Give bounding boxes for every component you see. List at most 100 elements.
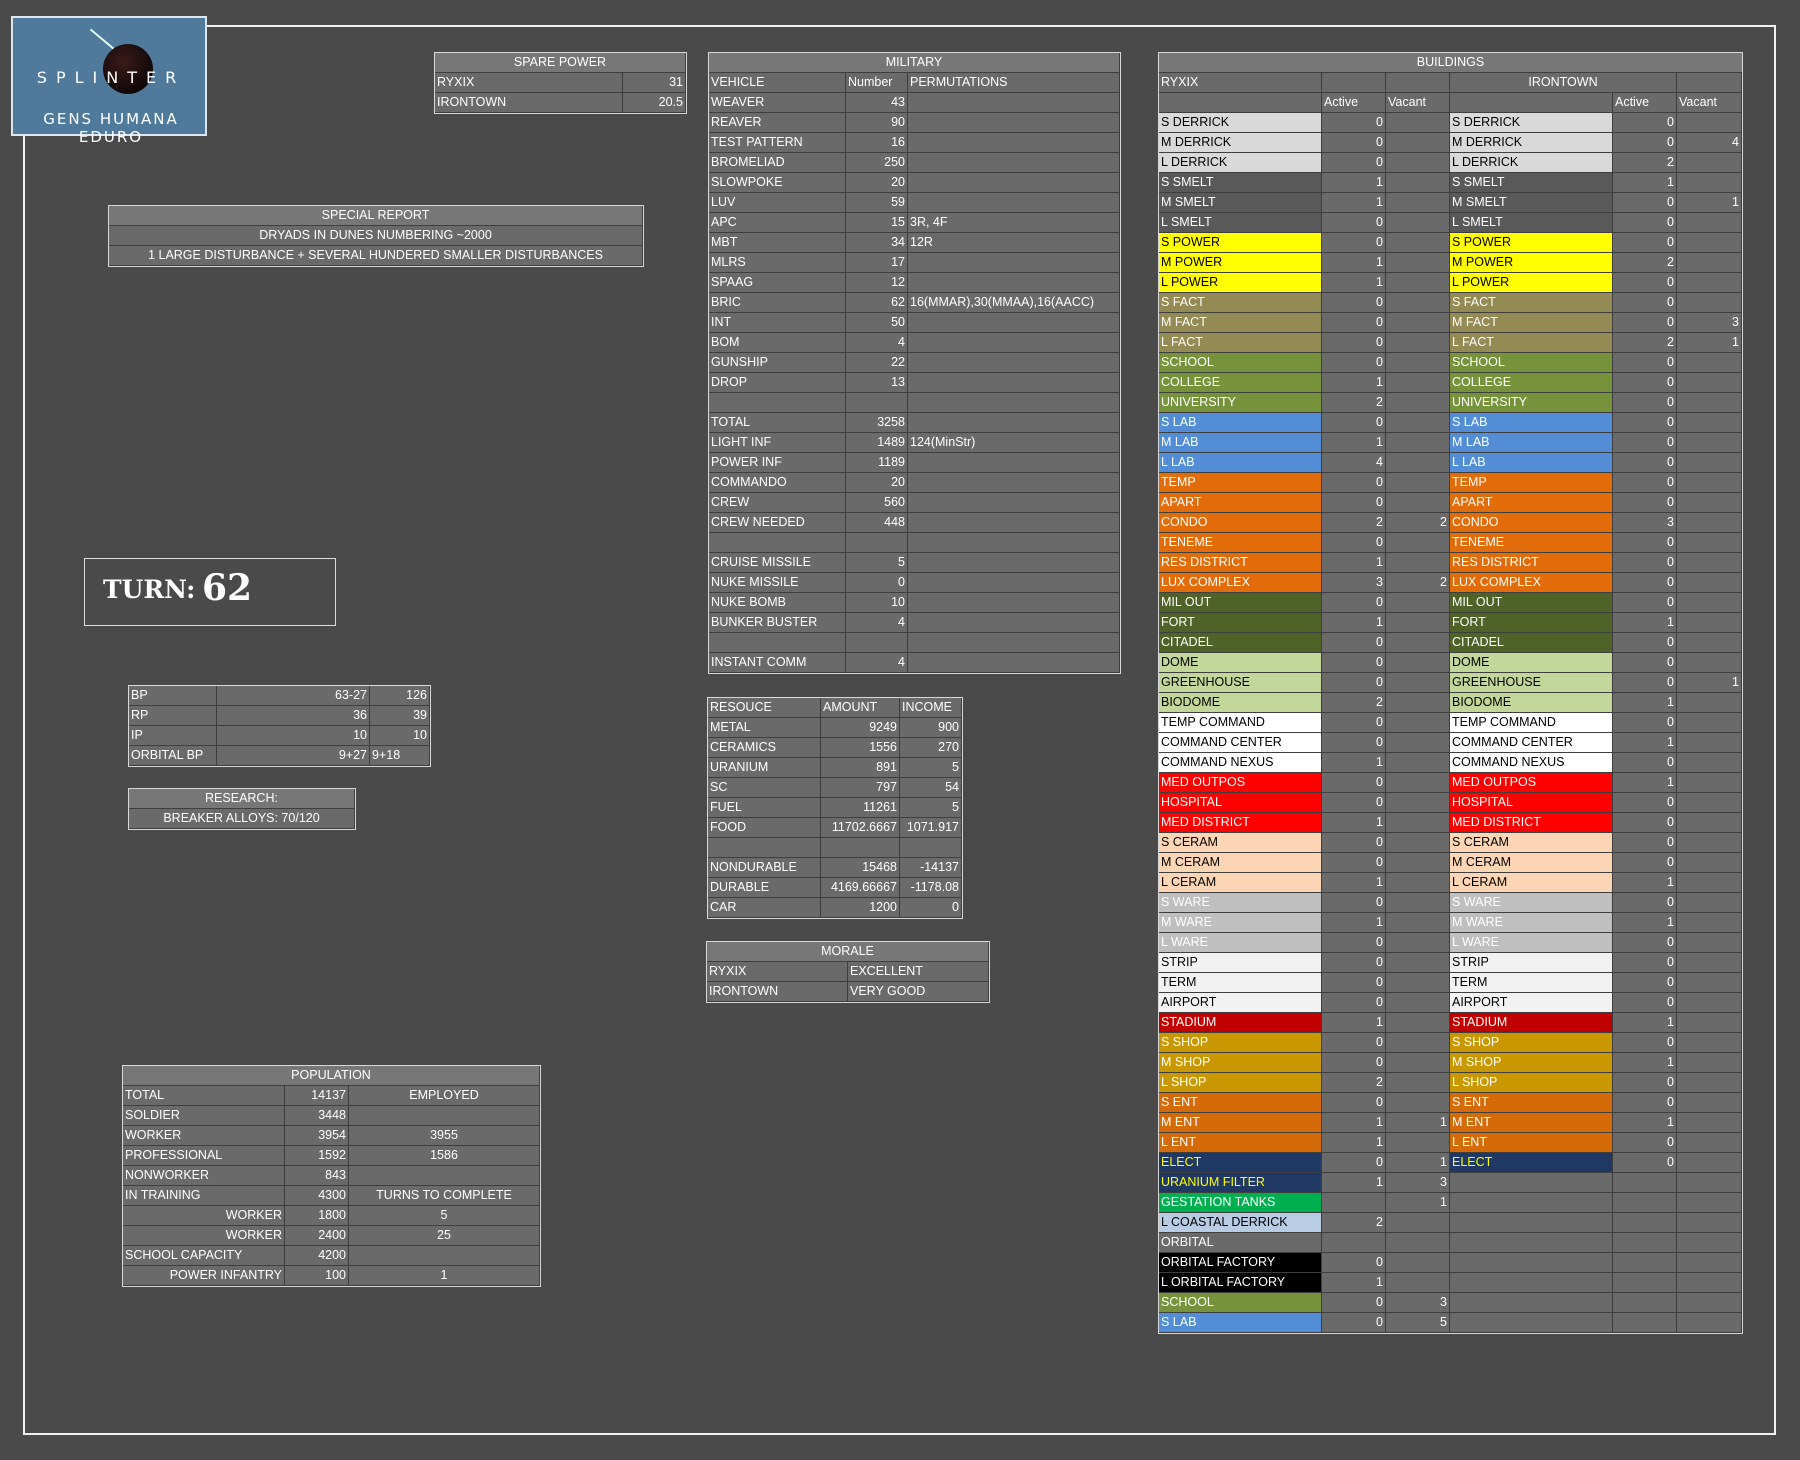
building-vacant-b[interactable] (1677, 373, 1742, 393)
military-vehicle-cell[interactable]: BOM (709, 333, 846, 353)
population-count-cell[interactable]: 3954 (285, 1126, 349, 1146)
population-label-cell[interactable]: PROFESSIONAL (123, 1146, 285, 1166)
military-permutation-cell[interactable] (908, 573, 1120, 593)
building-name-a[interactable]: M CERAM (1159, 853, 1322, 873)
building-active-a[interactable]: 0 (1322, 993, 1386, 1013)
building-active-b[interactable]: 0 (1613, 293, 1677, 313)
building-vacant-a[interactable]: 1 (1386, 1113, 1450, 1133)
building-vacant-a[interactable] (1386, 333, 1450, 353)
military-permutation-cell[interactable] (908, 133, 1120, 153)
building-active-a[interactable]: 2 (1322, 513, 1386, 533)
resource-income-cell[interactable]: 900 (900, 718, 962, 738)
building-vacant-b[interactable] (1677, 613, 1742, 633)
building-vacant-a[interactable] (1386, 813, 1450, 833)
building-active-b[interactable]: 0 (1613, 673, 1677, 693)
building-name-b[interactable]: S ENT (1450, 1093, 1613, 1113)
military-number-cell[interactable]: 22 (846, 353, 908, 373)
building-active-a[interactable]: 1 (1322, 273, 1386, 293)
building-vacant-a[interactable] (1386, 553, 1450, 573)
building-vacant-b[interactable] (1677, 393, 1742, 413)
building-vacant-b[interactable] (1677, 913, 1742, 933)
building-name-a[interactable]: L POWER (1159, 273, 1322, 293)
population-label-cell[interactable]: POWER INFANTRY (123, 1266, 285, 1286)
building-name-a[interactable]: L FACT (1159, 333, 1322, 353)
building-active-b[interactable]: 0 (1613, 813, 1677, 833)
building-vacant-a[interactable] (1386, 153, 1450, 173)
building-name-a[interactable]: M SMELT (1159, 193, 1322, 213)
military-vehicle-cell[interactable]: NUKE MISSILE (709, 573, 846, 593)
military-number-cell[interactable]: 43 (846, 93, 908, 113)
building-vacant-a[interactable] (1386, 473, 1450, 493)
building-name-b[interactable] (1450, 1173, 1613, 1193)
building-active-b[interactable]: 1 (1613, 693, 1677, 713)
building-vacant-b[interactable] (1677, 1273, 1742, 1293)
building-name-b[interactable]: M CERAM (1450, 853, 1613, 873)
building-name-b[interactable]: S CERAM (1450, 833, 1613, 853)
population-detail-cell[interactable]: EMPLOYED (349, 1086, 540, 1106)
population-count-cell[interactable]: 3448 (285, 1106, 349, 1126)
population-label-cell[interactable]: NONWORKER (123, 1166, 285, 1186)
building-vacant-b[interactable] (1677, 813, 1742, 833)
building-active-b[interactable] (1613, 1233, 1677, 1253)
building-active-a[interactable]: 1 (1322, 1013, 1386, 1033)
points-label[interactable]: RP (129, 706, 217, 726)
military-vehicle-cell[interactable]: NUKE BOMB (709, 593, 846, 613)
building-vacant-b[interactable] (1677, 633, 1742, 653)
building-name-a[interactable]: L LAB (1159, 453, 1322, 473)
building-name-b[interactable]: S SMELT (1450, 173, 1613, 193)
building-vacant-a[interactable] (1386, 733, 1450, 753)
building-name-a[interactable]: TEMP COMMAND (1159, 713, 1322, 733)
building-active-b[interactable]: 0 (1613, 793, 1677, 813)
building-active-b[interactable]: 1 (1613, 773, 1677, 793)
population-detail-cell[interactable]: 1 (349, 1266, 540, 1286)
building-name-a[interactable]: ORBITAL FACTORY (1159, 1253, 1322, 1273)
building-vacant-a[interactable] (1386, 1233, 1450, 1253)
building-vacant-b[interactable] (1677, 1153, 1742, 1173)
building-name-a[interactable]: STRIP (1159, 953, 1322, 973)
building-active-b[interactable] (1613, 1253, 1677, 1273)
building-name-b[interactable] (1450, 1293, 1613, 1313)
building-active-b[interactable]: 0 (1613, 453, 1677, 473)
building-active-a[interactable]: 1 (1322, 553, 1386, 573)
building-name-b[interactable]: GREENHOUSE (1450, 673, 1613, 693)
building-name-b[interactable]: TERM (1450, 973, 1613, 993)
building-vacant-b[interactable] (1677, 1233, 1742, 1253)
building-vacant-b[interactable] (1677, 693, 1742, 713)
resource-name-cell[interactable]: FUEL (708, 798, 821, 818)
building-vacant-b[interactable] (1677, 753, 1742, 773)
population-count-cell[interactable]: 100 (285, 1266, 349, 1286)
building-active-b[interactable] (1613, 1273, 1677, 1293)
building-active-a[interactable]: 0 (1322, 1313, 1386, 1333)
building-name-a[interactable]: L DERRICK (1159, 153, 1322, 173)
resource-amount-cell[interactable]: 15468 (821, 858, 900, 878)
military-permutation-cell[interactable] (908, 653, 1120, 673)
building-vacant-b[interactable] (1677, 1133, 1742, 1153)
building-active-a[interactable]: 1 (1322, 1133, 1386, 1153)
building-vacant-b[interactable] (1677, 1033, 1742, 1053)
building-name-b[interactable]: S LAB (1450, 413, 1613, 433)
building-vacant-a[interactable] (1386, 1273, 1450, 1293)
population-detail-cell[interactable]: 1586 (349, 1146, 540, 1166)
building-active-a[interactable]: 0 (1322, 1053, 1386, 1073)
military-number-cell[interactable]: 560 (846, 493, 908, 513)
building-vacant-a[interactable] (1386, 253, 1450, 273)
resource-amount-cell[interactable]: 1556 (821, 738, 900, 758)
building-vacant-a[interactable] (1386, 953, 1450, 973)
building-vacant-a[interactable]: 2 (1386, 513, 1450, 533)
building-vacant-a[interactable] (1386, 633, 1450, 653)
population-count-cell[interactable]: 1592 (285, 1146, 349, 1166)
building-active-a[interactable]: 2 (1322, 1213, 1386, 1233)
building-name-b[interactable]: L FACT (1450, 333, 1613, 353)
military-number-cell[interactable] (846, 533, 908, 553)
building-name-a[interactable]: L ORBITAL FACTORY (1159, 1273, 1322, 1293)
building-vacant-b[interactable] (1677, 953, 1742, 973)
building-name-a[interactable]: HOSPITAL (1159, 793, 1322, 813)
building-vacant-a[interactable] (1386, 113, 1450, 133)
resource-income-cell[interactable]: 0 (900, 898, 962, 918)
military-permutation-cell[interactable] (908, 253, 1120, 273)
building-name-b[interactable]: L ENT (1450, 1133, 1613, 1153)
resource-name-cell[interactable]: NONDURABLE (708, 858, 821, 878)
building-vacant-a[interactable] (1386, 413, 1450, 433)
military-vehicle-cell[interactable]: COMMANDO (709, 473, 846, 493)
resource-name-cell[interactable]: METAL (708, 718, 821, 738)
